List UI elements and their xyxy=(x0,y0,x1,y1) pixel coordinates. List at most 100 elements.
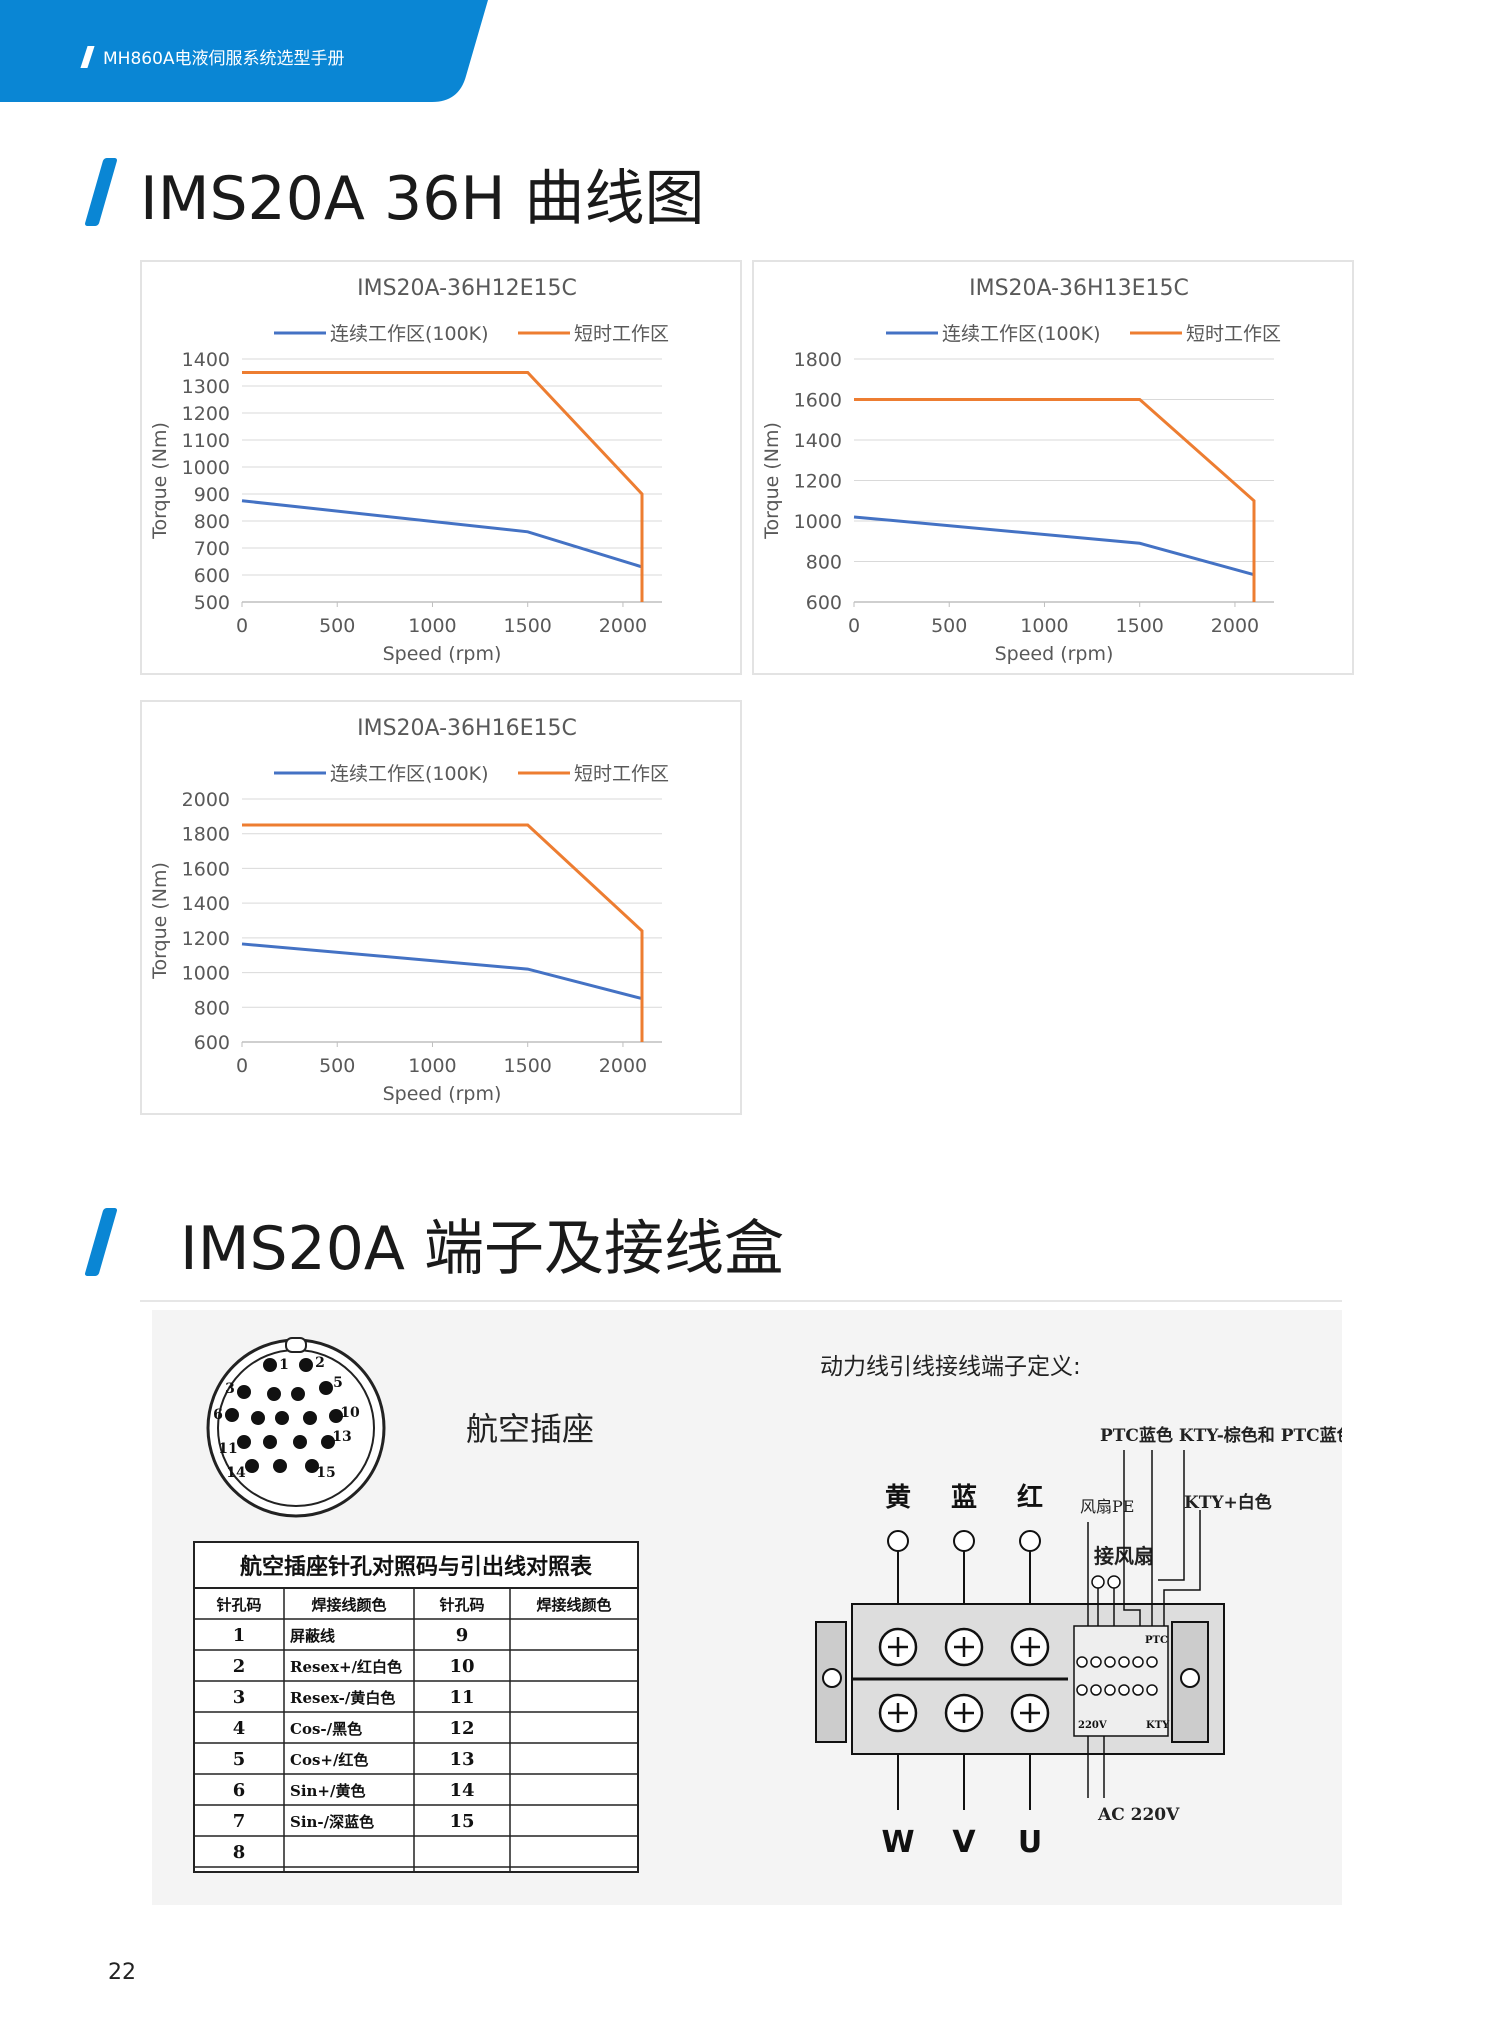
section-title-terminal: IMS20A 端子及接线盒 xyxy=(180,1214,785,1284)
y-tick-label: 1000 xyxy=(182,963,230,985)
chart-title: IMS20A-36H16E15C xyxy=(357,716,577,741)
connector-pin xyxy=(263,1358,277,1372)
connector-label: 航空插座 xyxy=(466,1410,594,1448)
chart-3: IMS20A-36H16E15C 连续工作区(100K) 短时工作区 600 800 10… xyxy=(140,700,742,1115)
pin-table-cell: 6 xyxy=(233,1780,246,1801)
connector-pin xyxy=(267,1387,281,1401)
y-tick-label: 900 xyxy=(194,484,230,506)
pin-table-cell: 5 xyxy=(233,1749,246,1770)
pin-table-frame xyxy=(193,1541,639,1873)
title-slash-icon xyxy=(84,158,118,226)
pin-table-cell: 7 xyxy=(233,1811,246,1832)
sensor-terminal-block xyxy=(1073,1625,1169,1737)
series-short-line xyxy=(242,823,644,1042)
fan-pe-label: 风扇PE xyxy=(1080,1497,1134,1516)
page-number: 22 xyxy=(108,1960,136,1985)
connector-pin xyxy=(237,1435,251,1449)
section-title-curves: IMS20A 36H 曲线图 xyxy=(140,164,705,234)
pin-table-cell: 3 xyxy=(233,1687,246,1708)
x-tick-label: 2000 xyxy=(599,615,647,637)
pin-table-cell: 1 xyxy=(233,1625,246,1646)
connector-pin xyxy=(305,1459,319,1473)
ptc-small-label: PTC xyxy=(1145,1635,1168,1646)
pin-table-header: 焊接线颜色 xyxy=(311,1596,386,1614)
top-color-label: 蓝 xyxy=(951,1483,977,1513)
series-continuous-line xyxy=(241,499,643,569)
y-tick-label: 1200 xyxy=(182,403,230,425)
connector-pin-label: 13 xyxy=(332,1429,351,1445)
x-tick-label: 1500 xyxy=(504,1055,552,1077)
x-tick-label: 2000 xyxy=(599,1055,647,1077)
phase-label: W xyxy=(881,1825,914,1860)
y-tick-label: 600 xyxy=(194,1032,230,1054)
y-tick-label: 1000 xyxy=(794,511,842,533)
connector-pin xyxy=(263,1435,277,1449)
y-tick-label: 1200 xyxy=(794,471,842,493)
y-tick-label: 2000 xyxy=(182,789,230,811)
connector-pin-label: 11 xyxy=(218,1441,237,1457)
y-tick-label: 600 xyxy=(194,565,230,587)
y-axis-label: Torque (Nm) xyxy=(761,422,783,540)
y-tick-label: 600 xyxy=(806,592,842,614)
pin-table-cell: 4 xyxy=(233,1718,246,1739)
y-tick-label: 700 xyxy=(194,538,230,560)
legend-label: 连续工作区(100K) xyxy=(330,323,489,345)
x-axis-label: Speed (rpm) xyxy=(995,643,1114,665)
connector-pin xyxy=(237,1385,251,1399)
y-axis-label: Torque (Nm) xyxy=(149,862,171,980)
terminal-title: 动力线引线接线端子定义: xyxy=(820,1354,1081,1380)
chart-title: IMS20A-36H13E15C xyxy=(969,276,1189,301)
chart-1: IMS20A-36H12E15C 连续工作区(100K) 短时工作区 500 600 70… xyxy=(140,260,742,675)
connector-pin-label: 14 xyxy=(226,1465,246,1481)
pin-table-cell: Resex-/黄白色 xyxy=(290,1689,395,1707)
x-tick-label: 1000 xyxy=(1020,615,1068,637)
pin-table-cell: Cos+/红色 xyxy=(290,1751,368,1769)
lead-ring-icon xyxy=(953,1530,975,1552)
connector-pin-label: 2 xyxy=(315,1355,325,1371)
x-tick-label: 500 xyxy=(931,615,967,637)
x-tick-label: 500 xyxy=(319,1055,355,1077)
x-tick-label: 1500 xyxy=(504,615,552,637)
connector-pin xyxy=(291,1387,305,1401)
legend-label: 短时工作区 xyxy=(1186,323,1281,345)
lead-ring-icon xyxy=(1019,1530,1041,1552)
y-tick-label: 1600 xyxy=(794,390,842,412)
pin-table-cell: Cos-/黑色 xyxy=(290,1720,362,1738)
top-color-label: 红 xyxy=(1017,1482,1043,1513)
chart-2: IMS20A-36H13E15C 连续工作区(100K) 短时工作区 600 800 10… xyxy=(752,260,1354,675)
pin-table-header: 焊接线颜色 xyxy=(536,1596,611,1614)
kty-plus-label: KTY+白色 xyxy=(1184,1492,1272,1513)
y-tick-label: 1000 xyxy=(182,457,230,479)
series-continuous-line xyxy=(853,515,1255,577)
phase-label: V xyxy=(952,1825,976,1860)
pin-table-cell: 14 xyxy=(449,1780,474,1801)
y-tick-label: 1400 xyxy=(182,349,230,371)
ac-label: AC 220V xyxy=(1097,1805,1180,1825)
connector-pin-label: 10 xyxy=(340,1405,360,1421)
phase-label: U xyxy=(1018,1825,1042,1860)
connector-pin-label: 1 xyxy=(279,1357,289,1373)
connector-pin xyxy=(299,1358,313,1372)
connector-pin xyxy=(275,1411,289,1425)
connector-pin xyxy=(225,1408,239,1422)
top-color-label: 黄 xyxy=(885,1483,911,1513)
x-tick-label: 0 xyxy=(236,615,248,637)
connector-pin xyxy=(321,1435,335,1449)
kty-small-label: KTY xyxy=(1146,1720,1170,1731)
connector-pin xyxy=(251,1411,265,1425)
ptc-label: PTC蓝色 KTY-棕色和 PTC蓝色 xyxy=(1100,1425,1342,1446)
pin-table-cell: 屏蔽线 xyxy=(290,1627,335,1645)
y-tick-label: 800 xyxy=(194,511,230,533)
y-tick-label: 500 xyxy=(194,592,230,614)
pin-table-cell: 2 xyxy=(233,1656,246,1677)
x-tick-label: 0 xyxy=(848,615,860,637)
x-tick-label: 1000 xyxy=(408,615,456,637)
terminal-area: 1 2 3 5 6 10 11 13 14 15 航空插座 航空插座针孔对照码与引出线对照表 针孔码… xyxy=(152,1310,1354,1905)
connector-pin xyxy=(319,1381,333,1395)
x-tick-label: 1500 xyxy=(1116,615,1164,637)
y-tick-label: 1400 xyxy=(794,430,842,452)
y-tick-label: 800 xyxy=(194,997,230,1019)
y-tick-label: 1100 xyxy=(182,430,230,452)
y-axis-label: Torque (Nm) xyxy=(149,422,171,540)
chart-title: IMS20A-36H12E15C xyxy=(357,276,577,301)
